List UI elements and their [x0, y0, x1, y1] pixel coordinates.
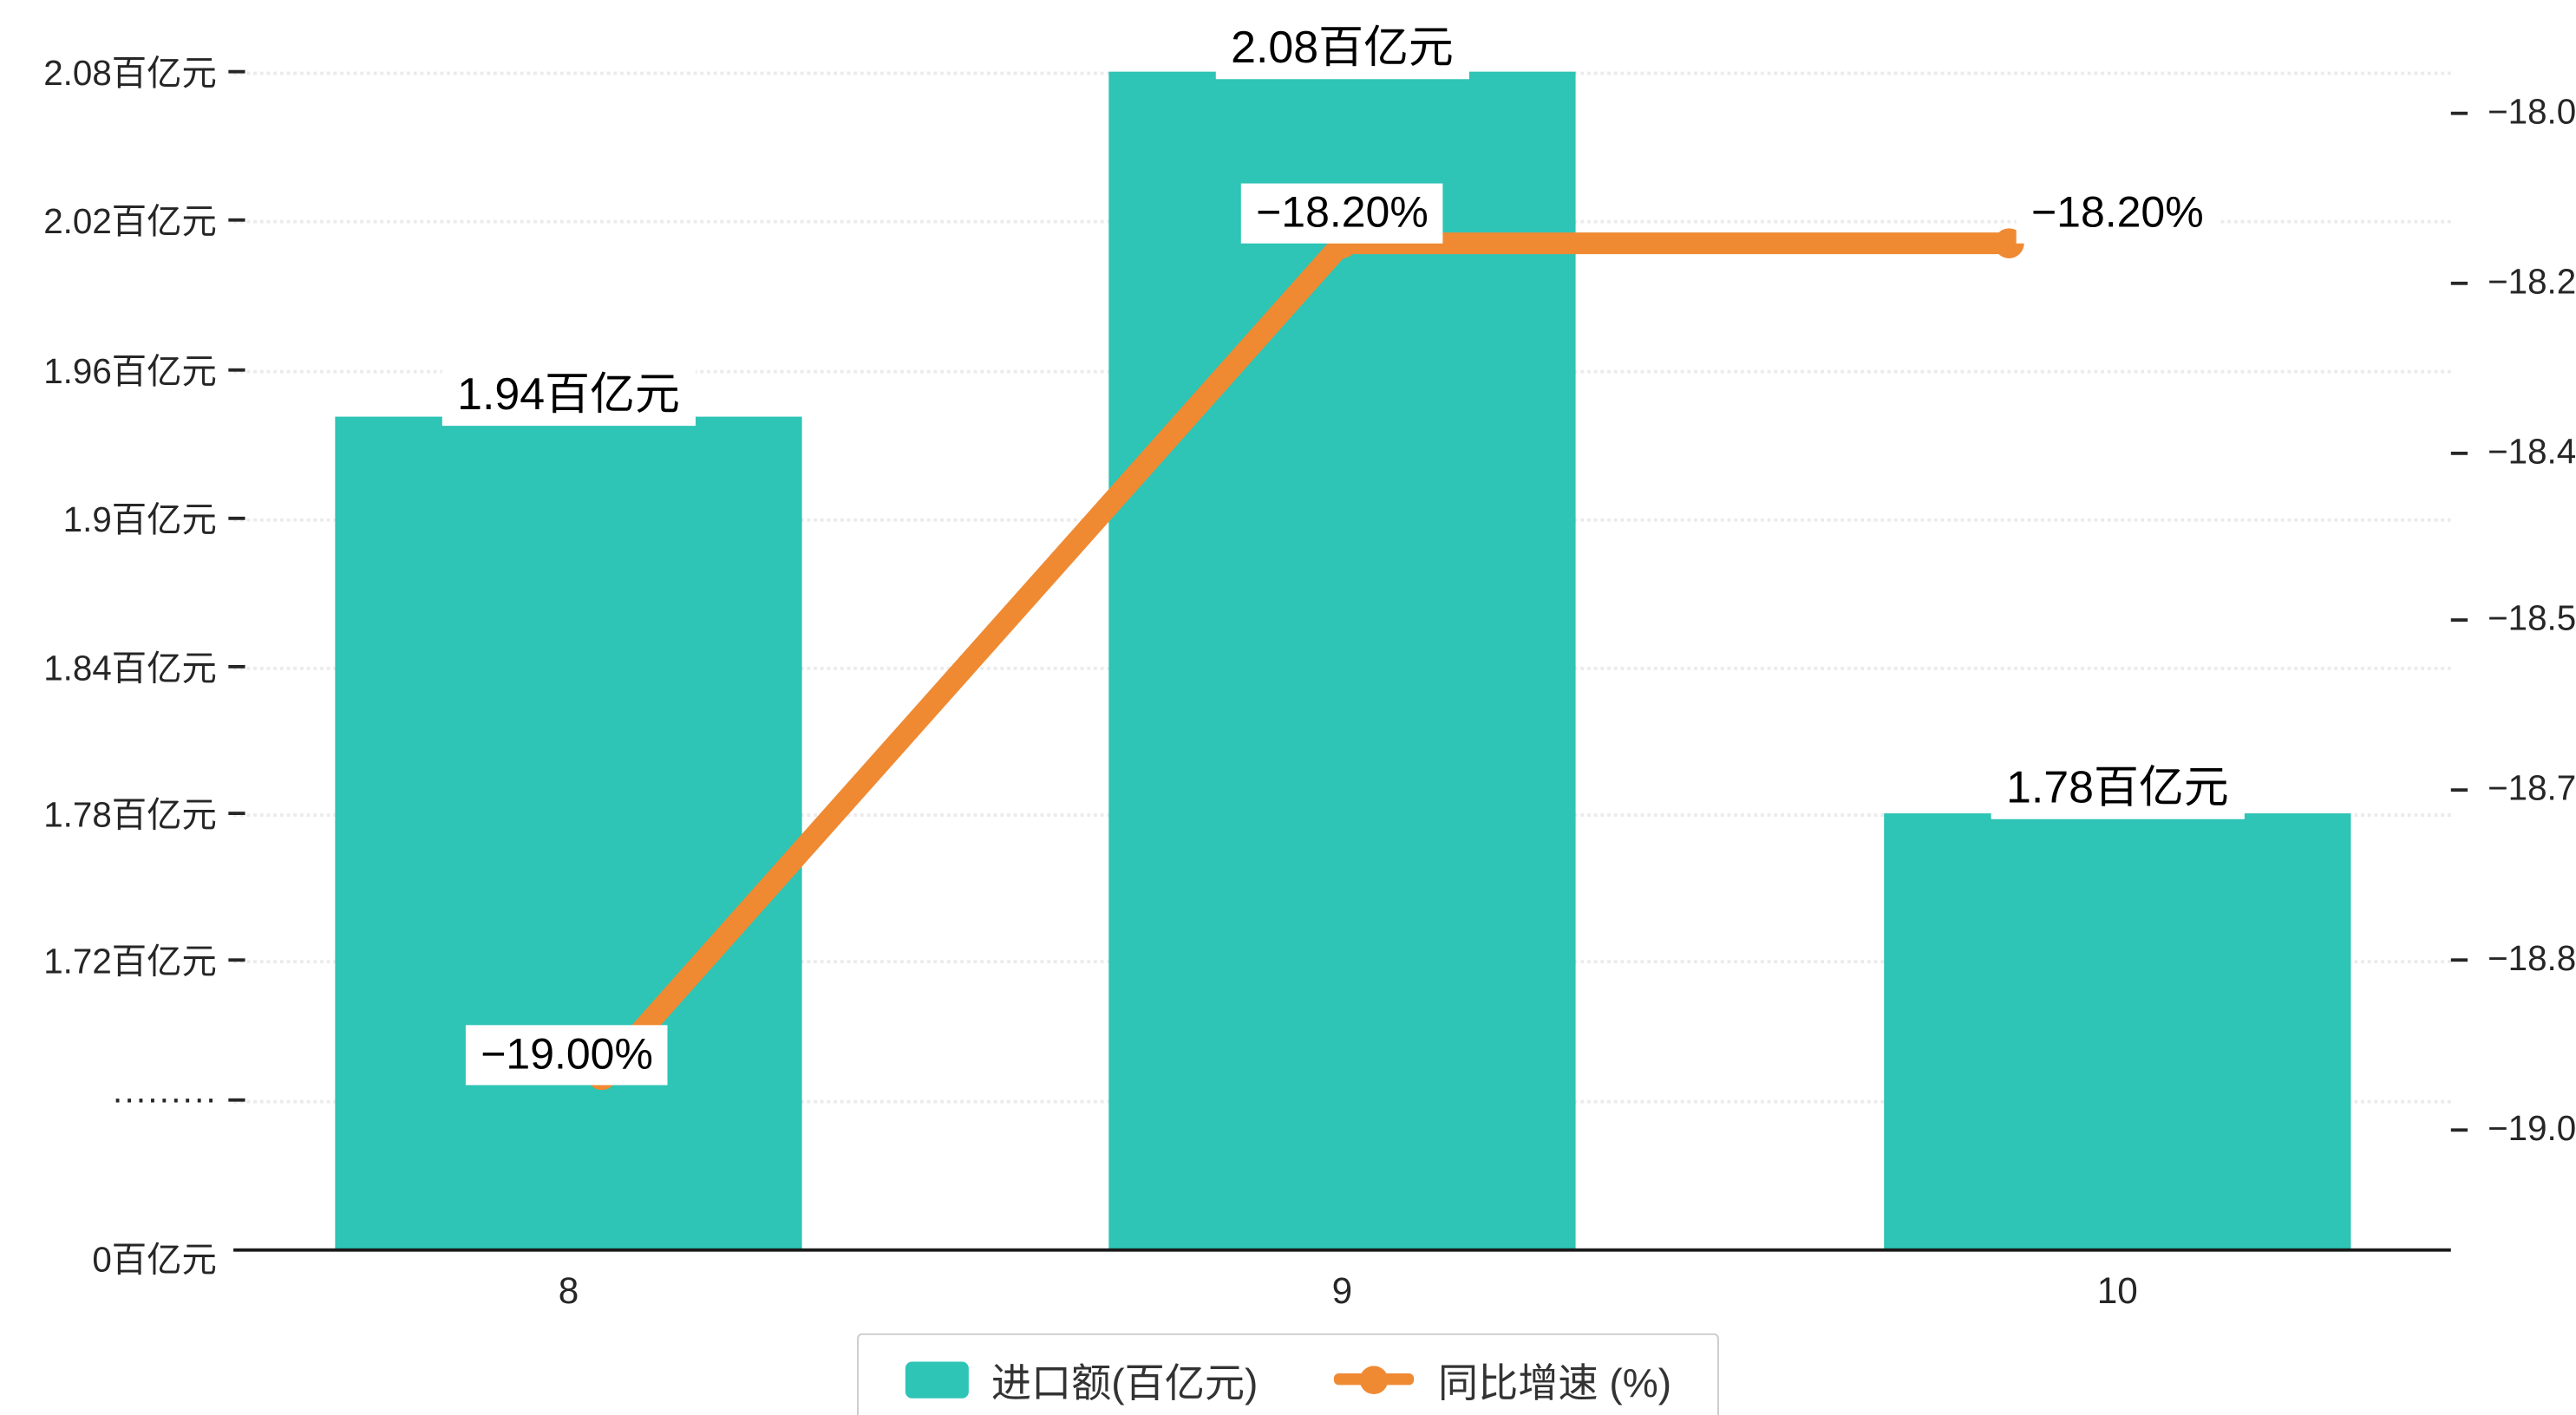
left-axis-tick-label: 0百亿元 — [92, 1242, 217, 1281]
right-axis-tick-mark — [2450, 1128, 2468, 1132]
legend-label: 进口额(百亿元) — [991, 1361, 1259, 1407]
right-axis-tick-mark — [2450, 958, 2468, 962]
right-axis-tick-mark — [2450, 618, 2468, 623]
left-axis-tick-mark — [228, 69, 245, 74]
left-axis-tick-mark — [228, 516, 245, 520]
x-tick-label: 8 — [558, 1269, 579, 1312]
left-axis-tick-label: 1.78百亿元 — [43, 796, 217, 836]
legend: 进口额(百亿元) 同比增速 (%) — [856, 1333, 1720, 1415]
right-axis-tick-label: −18.24 — [2488, 263, 2576, 302]
right-axis-tick-label: −18.88 — [2488, 940, 2576, 979]
left-axis-break-dots: ········· — [111, 1079, 217, 1118]
right-axis-tick-label: −19.04 — [2488, 1110, 2576, 1149]
right-axis-tick-label: −18.08 — [2488, 93, 2576, 132]
line-value-label: −18.20% — [1240, 183, 1444, 244]
left-axis-tick-mark — [228, 664, 245, 668]
bar-month-10 — [1884, 813, 2351, 1250]
left-axis-tick-mark — [228, 1098, 245, 1102]
left-axis-tick-mark — [228, 368, 245, 372]
right-axis-tick-label: −18.56 — [2488, 600, 2576, 639]
line-value-label: −18.20% — [2016, 183, 2219, 244]
bar-value-label: 1.78百亿元 — [1991, 757, 2244, 819]
left-axis-tick-mark — [228, 958, 245, 962]
bar-month-9 — [1108, 71, 1576, 1250]
x-axis-line — [233, 1248, 2451, 1252]
line-dot-swatch-icon — [1334, 1365, 1415, 1394]
left-axis-tick-label: 2.02百亿元 — [43, 203, 217, 242]
x-tick-label: 9 — [1331, 1269, 1353, 1312]
left-axis-tick-mark — [228, 812, 245, 816]
right-axis-tick-mark — [2450, 451, 2468, 455]
bar-value-label: 2.08百亿元 — [1215, 17, 1469, 80]
left-axis-tick-label: 1.96百亿元 — [43, 353, 217, 392]
bar-month-8 — [335, 416, 802, 1250]
left-axis-tick-label: 1.72百亿元 — [43, 943, 217, 982]
left-axis-tick-mark — [228, 218, 245, 222]
right-axis-tick-mark — [2450, 281, 2468, 285]
left-axis-tick-label: 2.08百亿元 — [43, 55, 217, 94]
right-axis-tick-mark — [2450, 788, 2468, 792]
bar-value-label: 1.94百亿元 — [441, 363, 696, 427]
right-axis-tick-label: −18.40 — [2488, 433, 2576, 473]
line-dot-icon — [1360, 1365, 1389, 1394]
legend-item-growth: 同比增速 (%) — [1334, 1350, 1672, 1408]
line-value-label: −19.00% — [465, 1025, 669, 1086]
bar-swatch-icon — [904, 1360, 968, 1398]
right-axis-tick-label: −18.72 — [2488, 770, 2576, 809]
left-axis-tick-label: 1.9百亿元 — [62, 501, 217, 540]
legend-label: 同比增速 (%) — [1437, 1361, 1672, 1407]
left-axis-tick-label: 1.84百亿元 — [43, 649, 217, 688]
x-tick-label: 10 — [2096, 1269, 2138, 1312]
legend-item-imports: 进口额(百亿元) — [904, 1350, 1259, 1408]
right-axis-tick-mark — [2450, 111, 2468, 115]
